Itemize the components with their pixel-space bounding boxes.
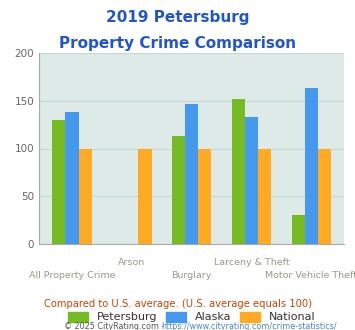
Text: 2019 Petersburg: 2019 Petersburg [106, 10, 249, 25]
Text: © 2025 CityRating.com -: © 2025 CityRating.com - [64, 322, 167, 330]
Text: Arson: Arson [118, 258, 146, 267]
Text: All Property Crime: All Property Crime [29, 271, 115, 280]
Bar [65, 112, 78, 244]
Bar [52, 120, 65, 244]
Bar [198, 148, 212, 244]
Bar [318, 148, 331, 244]
Bar [245, 117, 258, 244]
Text: https://www.cityrating.com/crime-statistics/: https://www.cityrating.com/crime-statist… [162, 322, 337, 330]
Bar [292, 215, 305, 244]
Bar [258, 148, 271, 244]
Text: Compared to U.S. average. (U.S. average equals 100): Compared to U.S. average. (U.S. average … [44, 299, 311, 309]
Bar [172, 136, 185, 244]
Legend: Petersburg, Alaska, National: Petersburg, Alaska, National [63, 307, 320, 327]
Bar [185, 105, 198, 244]
Bar [232, 99, 245, 244]
Bar [305, 88, 318, 244]
Text: Larceny & Theft: Larceny & Theft [214, 258, 289, 267]
Text: Motor Vehicle Theft: Motor Vehicle Theft [266, 271, 355, 280]
Bar [78, 148, 92, 244]
Bar [138, 148, 152, 244]
Text: Burglary: Burglary [171, 271, 212, 280]
Text: Property Crime Comparison: Property Crime Comparison [59, 36, 296, 51]
